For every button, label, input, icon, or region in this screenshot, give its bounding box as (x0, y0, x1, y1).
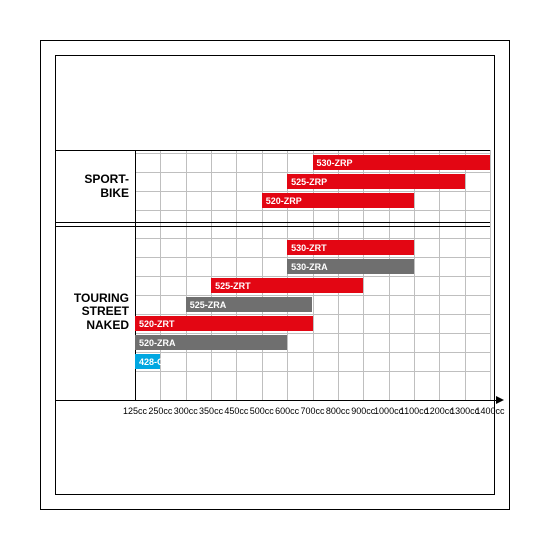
gridline-horizontal (135, 276, 490, 277)
category-separator-bottom (55, 226, 490, 227)
x-tick-label: 350cc (199, 406, 223, 416)
bar-label: 525-ZRA (190, 300, 227, 310)
category-label-sport: SPORT-BIKE (59, 173, 129, 201)
gridline-vertical (236, 150, 237, 400)
x-tick-label: 600cc (275, 406, 299, 416)
bar-label: 520-ZRA (139, 338, 176, 348)
gridline-vertical (490, 150, 491, 400)
gridline-horizontal (135, 314, 490, 315)
gridline-vertical (262, 150, 263, 400)
x-tick-label: 700cc (300, 406, 324, 416)
bar-label: 428-ORT (139, 357, 176, 367)
plot-top-border (55, 150, 490, 151)
bar-label: 520-ZRP (266, 196, 302, 206)
gridline-horizontal (135, 172, 490, 173)
gridline-horizontal (135, 210, 490, 211)
category-label-line: BIKE (59, 187, 129, 201)
gridline-horizontal (135, 352, 490, 353)
bar-label: 520-ZRT (139, 319, 175, 329)
x-tick-label: 250cc (148, 406, 172, 416)
category-label-line: TOURING (59, 292, 129, 306)
category-separator-top (55, 222, 490, 223)
x-tick-label: 300cc (174, 406, 198, 416)
category-label-touring: TOURINGSTREETNAKED (59, 292, 129, 333)
gridline-horizontal (135, 257, 490, 258)
x-tick-label: 450cc (224, 406, 248, 416)
x-tick-label: 125cc (123, 406, 147, 416)
x-tick-label: 800cc (326, 406, 350, 416)
bar-530-zrt: 530-ZRT (287, 240, 414, 255)
x-tick-label: 1400cc (475, 406, 504, 416)
gridline-vertical (211, 150, 212, 400)
bar-525-zrp: 525-ZRP (287, 174, 465, 189)
gridline-vertical (186, 150, 187, 400)
bar-525-zrt: 525-ZRT (211, 278, 363, 293)
bar-428-ort: 428-ORT (135, 354, 160, 369)
x-tick-label: 500cc (250, 406, 274, 416)
bar-530-zra: 530-ZRA (287, 259, 414, 274)
bar-520-zrt: 520-ZRT (135, 316, 313, 331)
gridline-horizontal (135, 333, 490, 334)
bar-530-zrp: 530-ZRP (313, 155, 491, 170)
x-tick-label: 900cc (351, 406, 375, 416)
chart-stage: 530-ZRP 525-ZRP 520-ZRP 530-ZRT 530-ZRA 525-Z… (0, 0, 550, 550)
inner-frame (55, 55, 495, 495)
gridline-horizontal (135, 371, 490, 372)
x-axis-arrow-icon (496, 396, 504, 404)
x-tick-label: 1000cc (374, 406, 403, 416)
gridline-horizontal (135, 295, 490, 296)
bar-label: 530-ZRA (291, 262, 328, 272)
bar-label: 525-ZRP (291, 177, 327, 187)
gridline-horizontal (135, 238, 490, 239)
gridline-horizontal (135, 191, 490, 192)
bar-520-zra: 520-ZRA (135, 335, 287, 350)
bar-520-zrp: 520-ZRP (262, 193, 414, 208)
gridline-vertical (465, 150, 466, 400)
bar-label: 525-ZRT (215, 281, 251, 291)
bar-525-zra: 525-ZRA (186, 297, 313, 312)
gridline-horizontal (135, 153, 490, 154)
x-axis-line (135, 400, 498, 401)
bar-label: 530-ZRT (291, 243, 327, 253)
category-label-line: SPORT- (59, 173, 129, 187)
category-label-line: NAKED (59, 319, 129, 333)
bar-label: 530-ZRP (317, 158, 353, 168)
category-label-line: STREET (59, 305, 129, 319)
